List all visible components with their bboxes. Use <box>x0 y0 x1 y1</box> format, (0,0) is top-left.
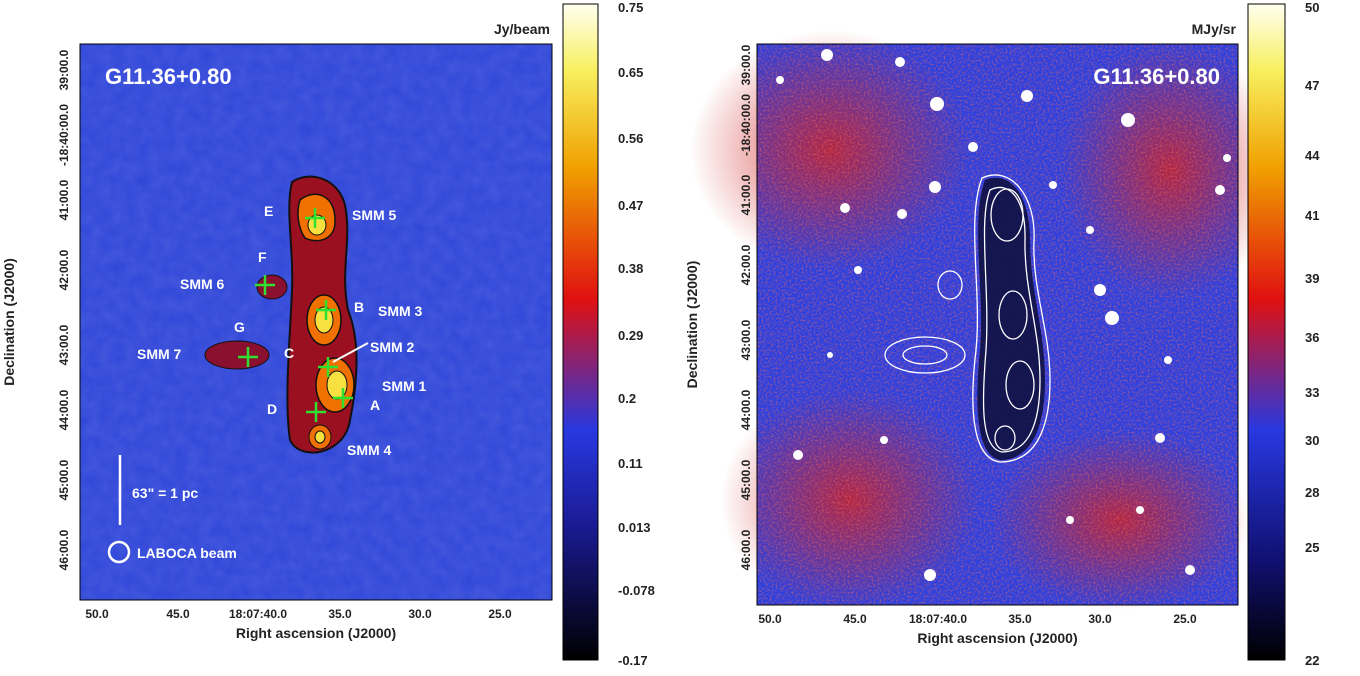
colorbar-tick-label: 47 <box>1305 78 1319 93</box>
colorbar-tick-label: 39 <box>1305 271 1319 286</box>
colorbar-tick-label: 44 <box>1305 148 1320 163</box>
annotation: SMM 1 <box>382 378 427 394</box>
x-tick-label: 35.0 <box>1008 612 1032 626</box>
source-contour <box>204 340 270 370</box>
x-tick-label: 50.0 <box>85 607 109 621</box>
annotation: E <box>264 203 273 219</box>
annotation: F <box>258 249 267 265</box>
y-tick-label: -18:40:00.0 <box>57 104 71 166</box>
beam-marker <box>107 540 131 564</box>
source-contour <box>256 274 288 300</box>
y-tick-label: 44:00.0 <box>739 389 753 430</box>
y-tick-label: 46:00.0 <box>739 529 753 570</box>
annotation: B <box>354 299 364 315</box>
annotation: SMM 7 <box>137 346 182 362</box>
annotation: SMM 2 <box>370 339 415 355</box>
beam-label: LABOCA beam <box>137 545 237 561</box>
colorbar-tick-label: 22 <box>1305 653 1319 668</box>
dark-cloud <box>977 177 1045 460</box>
annotation: C <box>284 345 294 361</box>
scale-bar-label: 63" = 1 pc <box>132 485 198 501</box>
annotation: SMM 6 <box>180 276 225 292</box>
colorbar-tick-label: 36 <box>1305 330 1319 345</box>
y-tick-label: 43:00.0 <box>739 319 753 360</box>
x-tick-label: 25.0 <box>488 607 512 621</box>
x-tick-label: 18:07:40.0 <box>909 612 967 626</box>
colorbar-tick-label: 30 <box>1305 433 1319 448</box>
colorbar-tick-label: 33 <box>1305 385 1319 400</box>
colorbar-unit: MJy/sr <box>1192 21 1237 37</box>
source-contour <box>314 306 334 334</box>
x-tick-label: 50.0 <box>758 612 782 626</box>
y-tick-label: 42:00.0 <box>57 249 71 290</box>
colorbar-tick-label: 0.38 <box>618 261 643 276</box>
y-tick-label: -18:40:00.0 <box>739 94 753 156</box>
y-tick-label: 42:00.0 <box>739 244 753 285</box>
y-tick-label: 39:00.0 <box>739 44 753 85</box>
colorbar-tick-label: 0.29 <box>618 328 643 343</box>
x-axis-label: Right ascension (J2000) <box>917 630 1077 646</box>
colorbar-tick-label: 0.11 <box>618 456 643 471</box>
colorbar-tick-label: 41 <box>1305 208 1319 223</box>
annotation: G <box>234 319 245 335</box>
annotation: SMM 5 <box>352 207 397 223</box>
colorbar-tick-label: -0.17 <box>618 653 648 668</box>
y-tick-label: 45:00.0 <box>739 459 753 500</box>
y-axis-label: Declination (J2000) <box>1 258 17 386</box>
source-contour <box>307 214 327 236</box>
annotation: SMM 3 <box>378 303 423 319</box>
y-tick-label: 44:00.0 <box>57 389 71 430</box>
colorbar <box>562 3 599 661</box>
y-tick-label: 46:00.0 <box>57 529 71 570</box>
x-tick-label: 35.0 <box>328 607 352 621</box>
image-label: G11.36+0.80 <box>105 64 232 89</box>
y-tick-label: 39:00.0 <box>57 49 71 90</box>
y-tick-label: 41:00.0 <box>57 179 71 220</box>
y-tick-label: 41:00.0 <box>739 174 753 215</box>
y-tick-label: 45:00.0 <box>57 459 71 500</box>
image-label: G11.36+0.80 <box>1093 64 1220 89</box>
colorbar-tick-label: 0.2 <box>618 391 636 406</box>
colorbar-tick-label: 0.47 <box>618 198 643 213</box>
colorbar-unit: Jy/beam <box>494 21 550 37</box>
x-tick-label: 30.0 <box>1088 612 1112 626</box>
image-frame <box>79 43 553 601</box>
colorbar-tick-label: 28 <box>1305 485 1319 500</box>
pointer-line <box>332 342 369 363</box>
x-tick-label: 45.0 <box>843 612 867 626</box>
colorbar <box>1247 3 1286 661</box>
contours <box>884 174 1051 463</box>
annotation: SMM 4 <box>347 442 392 458</box>
source-contour <box>314 430 326 444</box>
x-axis-label: Right ascension (J2000) <box>236 625 396 641</box>
colorbar-tick-label: 0.75 <box>618 0 643 15</box>
x-tick-label: 18:07:40.0 <box>229 607 287 621</box>
colorbar-tick-label: 0.65 <box>618 65 643 80</box>
stars <box>776 49 1231 581</box>
x-tick-label: 45.0 <box>166 607 190 621</box>
position-markers <box>238 208 353 422</box>
colorbar-tick-label: 0.013 <box>618 520 651 535</box>
image-frame <box>756 43 1239 606</box>
colorbar-tick-label: 0.56 <box>618 131 643 146</box>
colorbar-tick-label: -0.078 <box>618 583 655 598</box>
x-tick-label: 25.0 <box>1173 612 1197 626</box>
annotation: D <box>267 401 277 417</box>
annotation: A <box>370 397 380 413</box>
y-axis-label: Declination (J2000) <box>684 261 700 389</box>
y-tick-label: 43:00.0 <box>57 324 71 365</box>
colorbar-tick-label: 25 <box>1305 540 1319 555</box>
colorbar-tick-label: 50 <box>1305 0 1319 15</box>
x-tick-label: 30.0 <box>408 607 432 621</box>
